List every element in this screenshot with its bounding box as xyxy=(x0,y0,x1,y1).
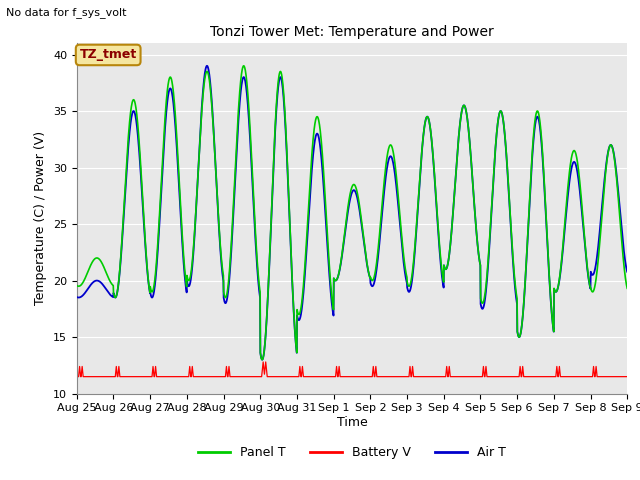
Y-axis label: Temperature (C) / Power (V): Temperature (C) / Power (V) xyxy=(35,132,47,305)
X-axis label: Time: Time xyxy=(337,416,367,429)
Text: No data for f_sys_volt: No data for f_sys_volt xyxy=(6,7,127,18)
Text: TZ_tmet: TZ_tmet xyxy=(79,48,137,61)
Legend: Panel T, Battery V, Air T: Panel T, Battery V, Air T xyxy=(193,442,511,465)
Title: Tonzi Tower Met: Temperature and Power: Tonzi Tower Met: Temperature and Power xyxy=(210,25,494,39)
